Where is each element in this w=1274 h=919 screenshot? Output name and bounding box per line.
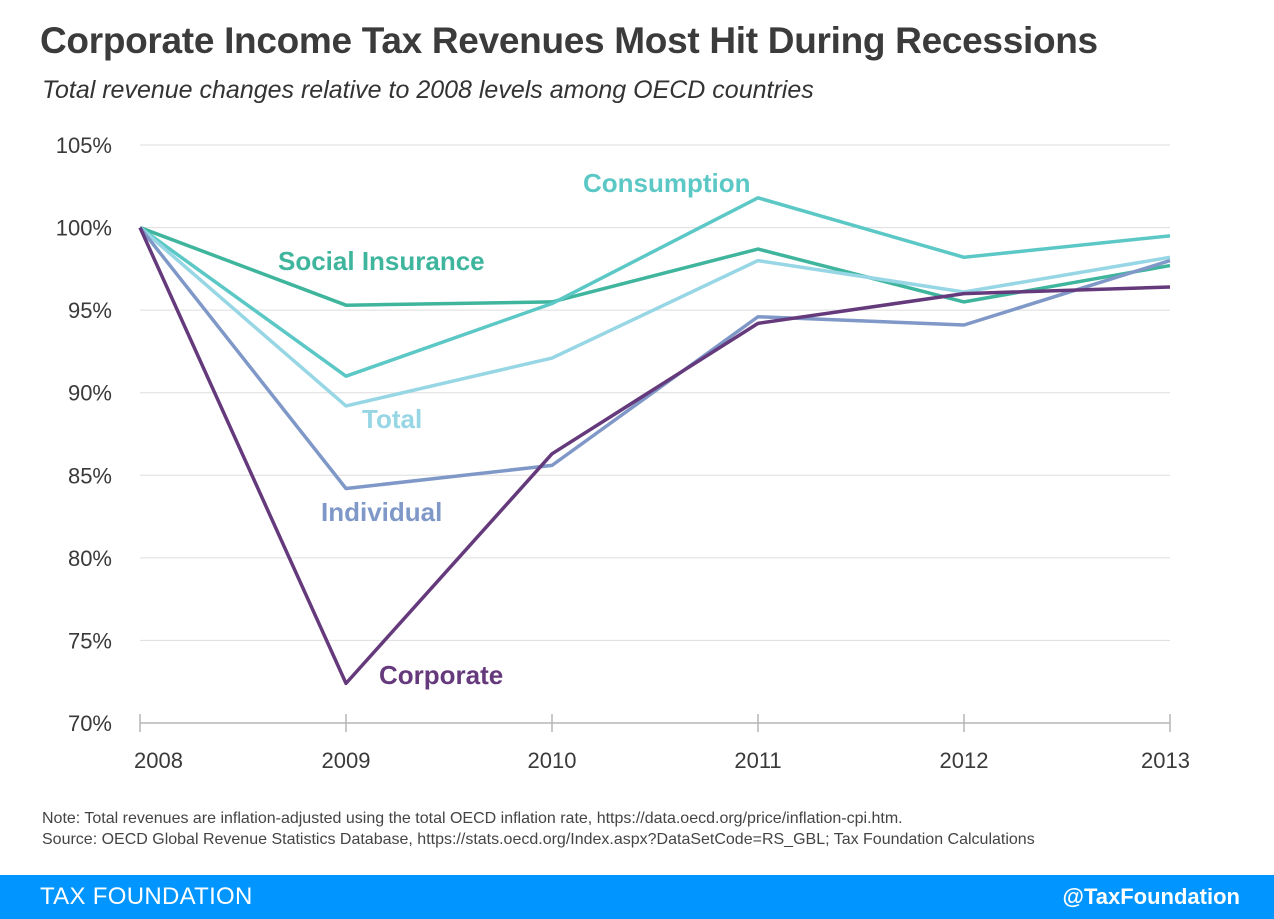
series-line-corporate: [138, 226, 1171, 686]
series-label-corporate: Corporate: [379, 660, 503, 690]
chart-subtitle: Total revenue changes relative to 2008 l…: [42, 76, 814, 104]
y-tick-label: 75%: [68, 628, 112, 653]
chart-notes: Note: Total revenues are inflation-adjus…: [42, 808, 1035, 850]
y-axis-tick-labels: 70% 75% 80% 85% 90% 95% 100% 105%: [56, 133, 112, 736]
y-tick-label: 90%: [68, 381, 112, 406]
series-line-individual: [138, 226, 1171, 491]
x-axis-tick-labels: 2008 2009 2010 2011 2012 2013: [134, 748, 1190, 773]
series-label-total: Total: [362, 404, 422, 434]
series-lines: [138, 196, 1171, 686]
footer-twitter-handle[interactable]: @TaxFoundation: [1062, 884, 1240, 909]
series-labels: Social Insurance Consumption Total Individu…: [278, 168, 751, 690]
y-tick-label: 70%: [68, 711, 112, 736]
series-line-social-insurance: [139, 225, 1171, 307]
x-axis: [139, 714, 1171, 732]
footer-brand: TAX FOUNDATION: [40, 883, 253, 910]
x-tick-label: 2013: [1141, 748, 1190, 773]
x-tick-label: 2012: [940, 748, 989, 773]
series-label-individual: Individual: [321, 497, 442, 527]
y-tick-label: 95%: [68, 298, 112, 323]
series-line-consumption: [138, 196, 1171, 378]
source-text: Source: OECD Global Revenue Statistics D…: [42, 831, 1035, 848]
y-tick-label: 80%: [68, 546, 112, 571]
x-tick-label: 2010: [528, 748, 577, 773]
footer-bar: TAX FOUNDATION @TaxFoundation: [0, 875, 1274, 919]
x-tick-label: 2009: [322, 748, 371, 773]
y-tick-label: 85%: [68, 463, 112, 488]
note-text: Note: Total revenues are inflation-adjus…: [42, 810, 903, 827]
y-tick-label: 105%: [56, 133, 112, 158]
series-line-total: [138, 226, 1171, 408]
line-chart: 70%75%80%85%90%95%100%105% 2008 2009 2010 2…: [56, 133, 1190, 773]
chart-title: Corporate Income Tax Revenues Most Hit D…: [40, 20, 1098, 61]
grid-lines: [140, 144, 1170, 641]
series-label-social-insurance: Social Insurance: [278, 246, 485, 276]
series-label-consumption: Consumption: [583, 168, 751, 198]
x-tick-label: 2011: [734, 748, 781, 773]
y-tick-label: 100%: [56, 216, 112, 241]
x-tick-label: 2008: [134, 748, 183, 773]
